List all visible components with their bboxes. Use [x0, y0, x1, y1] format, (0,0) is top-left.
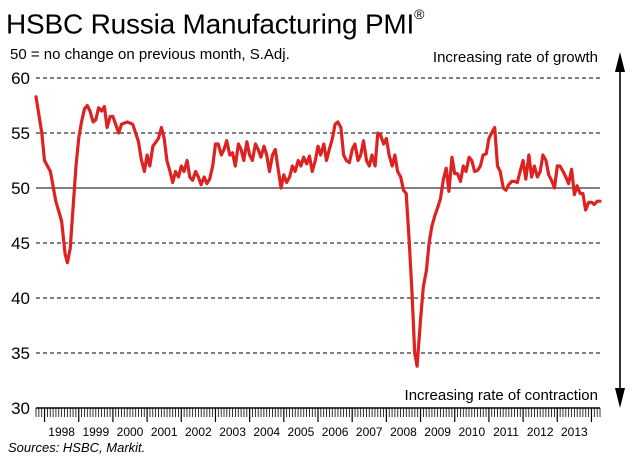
- chart-source: Sources: HSBC, Markit.: [8, 440, 146, 455]
- x-year-label-2012: 2012: [527, 425, 554, 439]
- annotation-layer: Increasing rate of growth Increasing rate…: [405, 49, 625, 408]
- annotation-growth: Increasing rate of growth: [433, 49, 598, 66]
- x-year-label-2005: 2005: [288, 425, 315, 439]
- x-year-label-2013: 2013: [561, 425, 588, 439]
- x-year-label-2004: 2004: [253, 425, 280, 439]
- line-layer: [34, 95, 602, 368]
- chart-subtitle: 50 = no change on previous month, S.Adj.: [10, 46, 290, 63]
- axis-layer: 30 35 40 45 50 55 60 1998 1999 2000 2001 2002 2003 20…: [11, 69, 601, 439]
- x-year-label-2006: 2006: [322, 425, 349, 439]
- y-tick-label-30: 30: [11, 399, 30, 418]
- x-year-label-2003: 2003: [219, 425, 246, 439]
- y-tick-label-60: 60: [11, 69, 30, 88]
- y-tick-label-45: 45: [11, 234, 30, 253]
- y-tick-label-35: 35: [11, 344, 30, 363]
- chart-title: HSBC Russia Manufacturing PMI®: [6, 6, 425, 40]
- direction-arrow-up-head: [615, 52, 625, 72]
- y-tick-label-40: 40: [11, 289, 30, 308]
- x-year-label-2002: 2002: [185, 425, 212, 439]
- annotation-contraction: Increasing rate of contraction: [405, 387, 598, 404]
- grid-layer: [36, 77, 600, 354]
- x-year-label-2008: 2008: [390, 425, 417, 439]
- y-tick-label-55: 55: [11, 124, 30, 143]
- x-year-label-2010: 2010: [458, 425, 485, 439]
- x-year-label-2007: 2007: [356, 425, 383, 439]
- y-tick-label-50: 50: [11, 179, 30, 198]
- x-year-label-1999: 1999: [82, 425, 109, 439]
- direction-arrow-down-head: [615, 388, 625, 408]
- x-year-label-2001: 2001: [151, 425, 178, 439]
- x-year-label-2000: 2000: [117, 425, 144, 439]
- x-year-label-2009: 2009: [424, 425, 451, 439]
- series-line-0: [34, 95, 602, 368]
- x-year-label-2011: 2011: [493, 425, 519, 439]
- x-year-label-1998: 1998: [48, 425, 75, 439]
